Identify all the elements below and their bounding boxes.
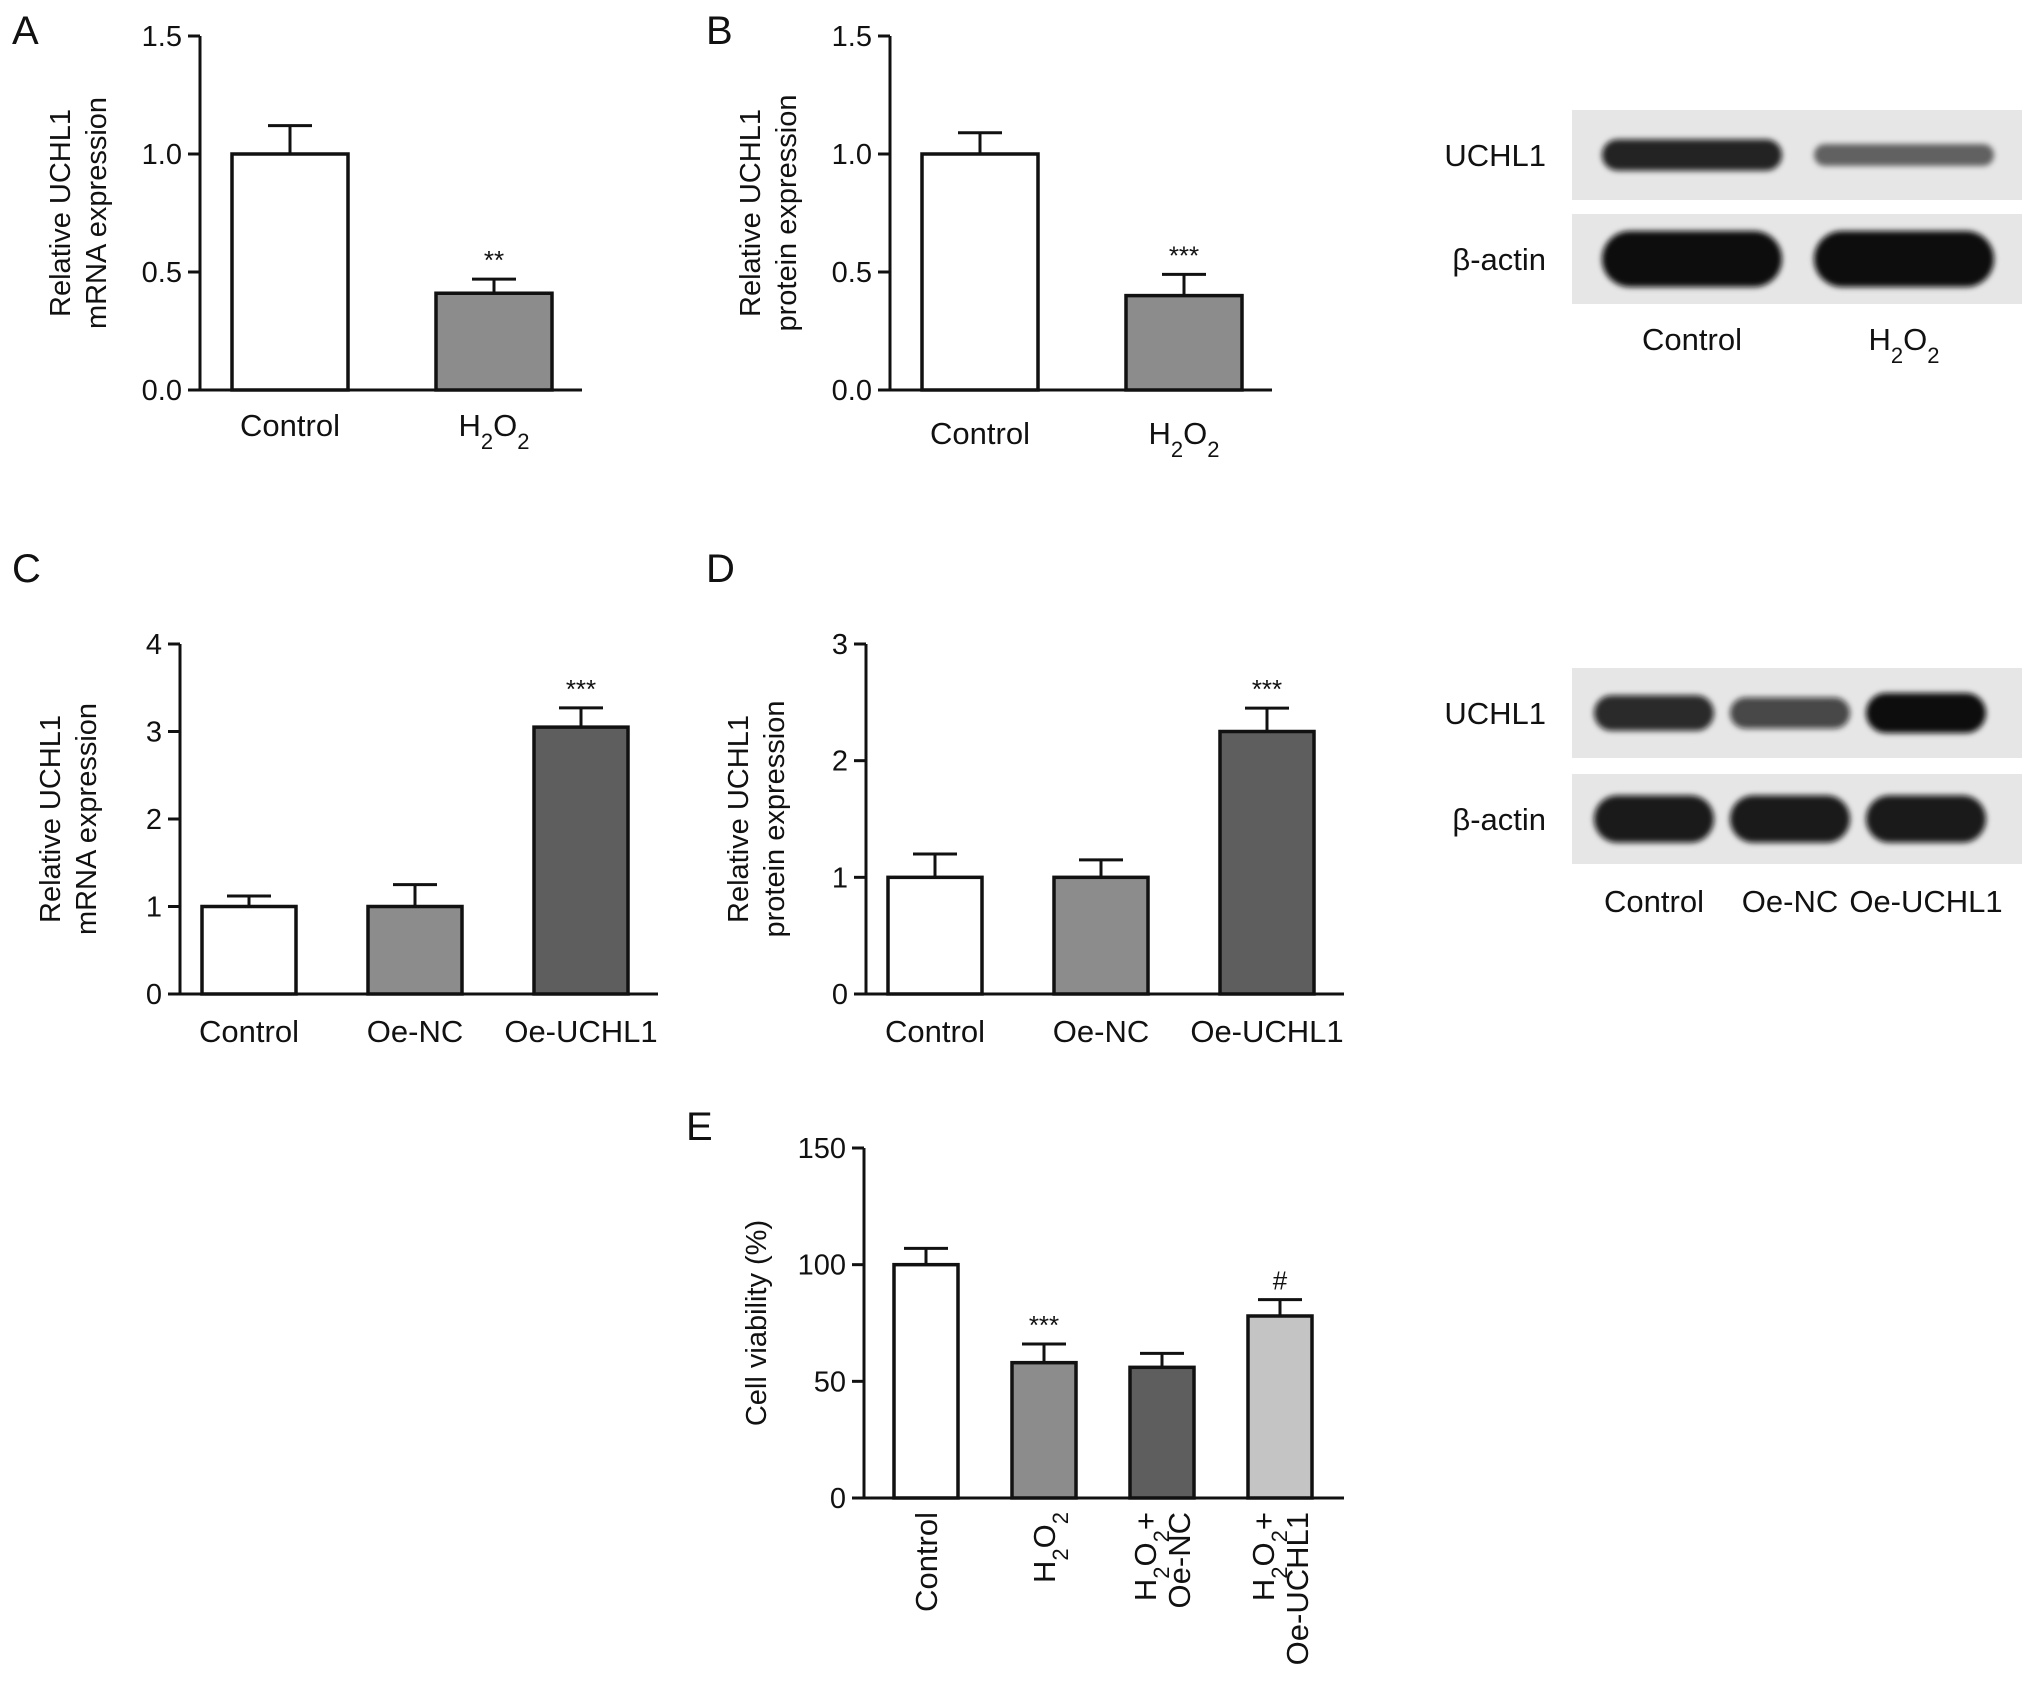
panel-letter-a: A — [12, 9, 39, 53]
y-axis-label: Cell viability (%) — [741, 1220, 773, 1426]
significance-marker: *** — [1169, 240, 1199, 270]
y-tick-label: 3 — [146, 717, 162, 749]
category-label: H2O2+ — [1128, 1512, 1174, 1601]
y-axis-label: protein expression — [771, 95, 803, 332]
bar — [434, 291, 554, 392]
y-tick-label: 0.5 — [832, 257, 872, 289]
significance-marker: *** — [1029, 1310, 1059, 1340]
bar — [1124, 293, 1244, 392]
western-blot-panel-b: UCHL1 β-actin Control H2O2 — [1444, 110, 2022, 368]
panel-letter-e: E — [686, 1105, 713, 1149]
y-tick-label: 2 — [832, 746, 848, 778]
y-tick-label: 0 — [830, 1483, 846, 1515]
blot-lane-label: Oe-NC — [1742, 884, 1838, 919]
blot-lane-label: H2O2 — [1868, 322, 1939, 368]
blot-band — [1814, 231, 1994, 287]
category-label: Oe-UCHL1 — [1190, 1014, 1343, 1049]
blot-band — [1730, 697, 1850, 729]
chart-panel-a: 0.0 0.5 1.0 1.5 Relative UCHL1 mRNA expressio… — [45, 21, 582, 454]
category-label: Oe-UCHL1 — [504, 1014, 657, 1049]
y-tick-label: 4 — [146, 629, 162, 661]
y-axis-label: Relative UCHL1 — [35, 715, 67, 923]
bar — [920, 152, 1040, 392]
blot-band — [1594, 695, 1714, 731]
y-tick-label: 1.0 — [832, 139, 872, 171]
blot-band — [1866, 693, 1986, 733]
category-label: Oe-NC — [367, 1014, 463, 1049]
category-label: Control — [885, 1014, 985, 1049]
category-label: Oe-NC — [1162, 1512, 1197, 1608]
bar — [886, 875, 984, 996]
bar — [892, 1262, 960, 1500]
chart-panel-c: 0 1 2 3 4 Relative UCHL1 mRNA expression Contro… — [35, 629, 658, 1049]
category-label: H2O2 — [1148, 416, 1219, 462]
y-tick-label: 100 — [798, 1250, 846, 1282]
significance-marker: *** — [566, 674, 596, 704]
y-tick-label: 1.5 — [832, 21, 872, 53]
category-label: H2O2 — [1027, 1512, 1073, 1583]
y-tick-label: 1.0 — [142, 139, 182, 171]
y-axis-label: mRNA expression — [81, 97, 113, 329]
panel-letter-d: D — [706, 547, 735, 591]
category-label: H2O2+ — [1246, 1512, 1292, 1601]
y-tick-label: 1 — [146, 892, 162, 924]
y-tick-label: 2 — [146, 804, 162, 836]
y-axis-label: Relative UCHL1 — [45, 109, 77, 317]
category-label: H2O2 — [458, 408, 529, 454]
y-tick-label: 0.5 — [142, 257, 182, 289]
y-axis-label: mRNA expression — [71, 703, 103, 935]
bar — [532, 725, 630, 996]
blot-band — [1602, 231, 1782, 287]
bar — [1128, 1365, 1196, 1500]
bar — [200, 904, 298, 996]
blot-band — [1814, 144, 1994, 166]
bar — [1052, 875, 1150, 996]
category-label: Oe-NC — [1053, 1014, 1149, 1049]
y-axis-label: Relative UCHL1 — [723, 715, 755, 923]
western-blot-panel-d: UCHL1 β-actin Control Oe-NC Oe-UCHL1 — [1444, 668, 2022, 919]
blot-row-label: β-actin — [1452, 802, 1546, 837]
y-axis-label: protein expression — [759, 701, 791, 938]
category-label: Control — [909, 1512, 944, 1612]
panel-letter-b: B — [706, 9, 733, 53]
category-label: Control — [930, 416, 1030, 451]
bar — [1246, 1314, 1314, 1500]
blot-band — [1594, 795, 1714, 843]
y-axis-label: Relative UCHL1 — [735, 109, 767, 317]
y-tick-label: 150 — [798, 1133, 846, 1165]
chart-panel-d: 0 1 2 3 Relative UCHL1 protein expression Cont… — [723, 629, 1344, 1049]
significance-marker: ** — [484, 245, 504, 275]
category-label: Control — [199, 1014, 299, 1049]
blot-band — [1866, 795, 1986, 843]
y-tick-label: 0 — [146, 979, 162, 1011]
blot-band — [1730, 795, 1850, 843]
blot-lane-label: Control — [1604, 884, 1704, 919]
bar — [230, 152, 350, 392]
significance-marker: *** — [1252, 674, 1282, 704]
blot-row-label: UCHL1 — [1444, 138, 1546, 173]
category-label: Oe-UCHL1 — [1280, 1512, 1315, 1665]
blot-row-label: β-actin — [1452, 242, 1546, 277]
chart-panel-e: 0 50 100 150 Cell viability (%) Control *** H2O… — [741, 1133, 1344, 1665]
blot-row-label: UCHL1 — [1444, 696, 1546, 731]
y-tick-label: 0.0 — [832, 375, 872, 407]
significance-marker: # — [1273, 1266, 1288, 1296]
blot-lane-label: Oe-UCHL1 — [1849, 884, 2002, 919]
y-tick-label: 50 — [814, 1366, 846, 1398]
y-tick-label: 0.0 — [142, 375, 182, 407]
chart-panel-b: 0.0 0.5 1.0 1.5 Relative UCHL1 protein expres… — [735, 21, 1272, 462]
bar — [1010, 1360, 1078, 1500]
bar — [1218, 729, 1316, 996]
y-tick-label: 1 — [832, 862, 848, 894]
bar — [366, 904, 464, 996]
y-tick-label: 3 — [832, 629, 848, 661]
y-tick-label: 0 — [832, 979, 848, 1011]
y-tick-label: 1.5 — [142, 21, 182, 53]
category-label: Control — [240, 408, 340, 443]
blot-band — [1602, 139, 1782, 171]
panel-letter-c: C — [12, 547, 41, 591]
blot-lane-label: Control — [1642, 322, 1742, 357]
